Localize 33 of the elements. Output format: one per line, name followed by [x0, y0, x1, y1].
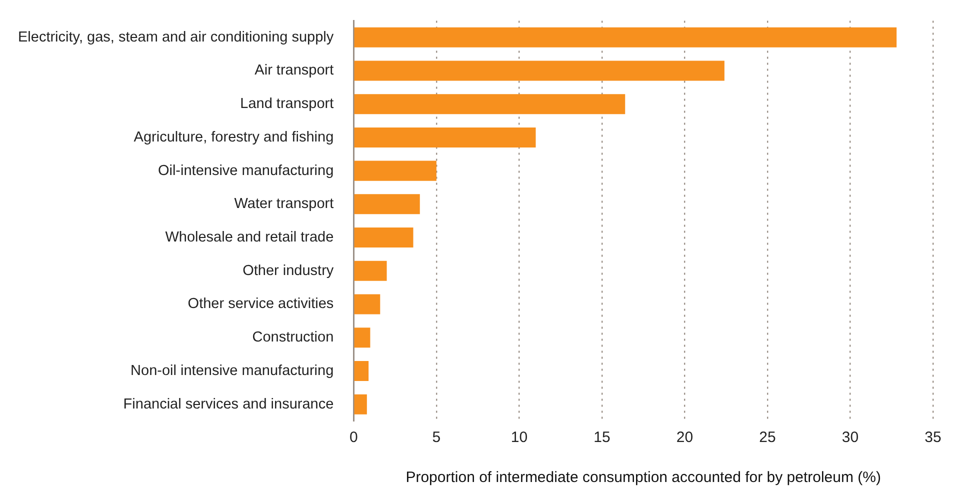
bar: [354, 27, 897, 48]
x-tick-label: 20: [676, 429, 694, 446]
y-tick-label: Non-oil intensive manufacturing: [130, 362, 334, 379]
x-tick-label: 35: [924, 429, 942, 446]
y-tick-label: Electricity, gas, steam and air conditioning supply: [18, 29, 334, 46]
bar: [354, 260, 387, 281]
bar: [354, 294, 380, 314]
bar: [354, 394, 367, 414]
bar: [354, 94, 626, 114]
y-tick-label: Other industry: [242, 262, 334, 279]
x-tick-label: 10: [510, 429, 528, 446]
y-tick-label: Wholesale and retail trade: [165, 230, 334, 246]
x-tick-label: 5: [432, 429, 441, 446]
bar: [354, 228, 414, 248]
x-tick-label: 0: [349, 429, 358, 446]
bar: [354, 160, 436, 181]
bar: [354, 60, 724, 81]
y-tick-label: Construction: [252, 330, 334, 346]
y-tick-label: Air transport: [254, 62, 334, 79]
y-tick-label: Oil-intensive manufacturing: [158, 162, 334, 179]
x-axis-title: Proportion of intermediate consumption accounted for by petroleum (%): [406, 469, 881, 486]
x-tick-label: 25: [759, 429, 776, 446]
y-tick-label: Water transport: [234, 196, 334, 212]
bar: [354, 194, 420, 214]
y-tick-label: Agriculture, forestry and fishing: [134, 129, 334, 146]
y-tick-label: Land transport: [240, 96, 334, 112]
x-tick-label: 15: [594, 429, 610, 446]
bar: [354, 360, 369, 381]
y-tick-label: Financial services and insurance: [123, 396, 334, 412]
x-tick-label: 30: [842, 429, 859, 446]
bar: [354, 127, 536, 148]
bar: [354, 328, 370, 348]
y-tick-label: Other service activities: [188, 296, 334, 312]
